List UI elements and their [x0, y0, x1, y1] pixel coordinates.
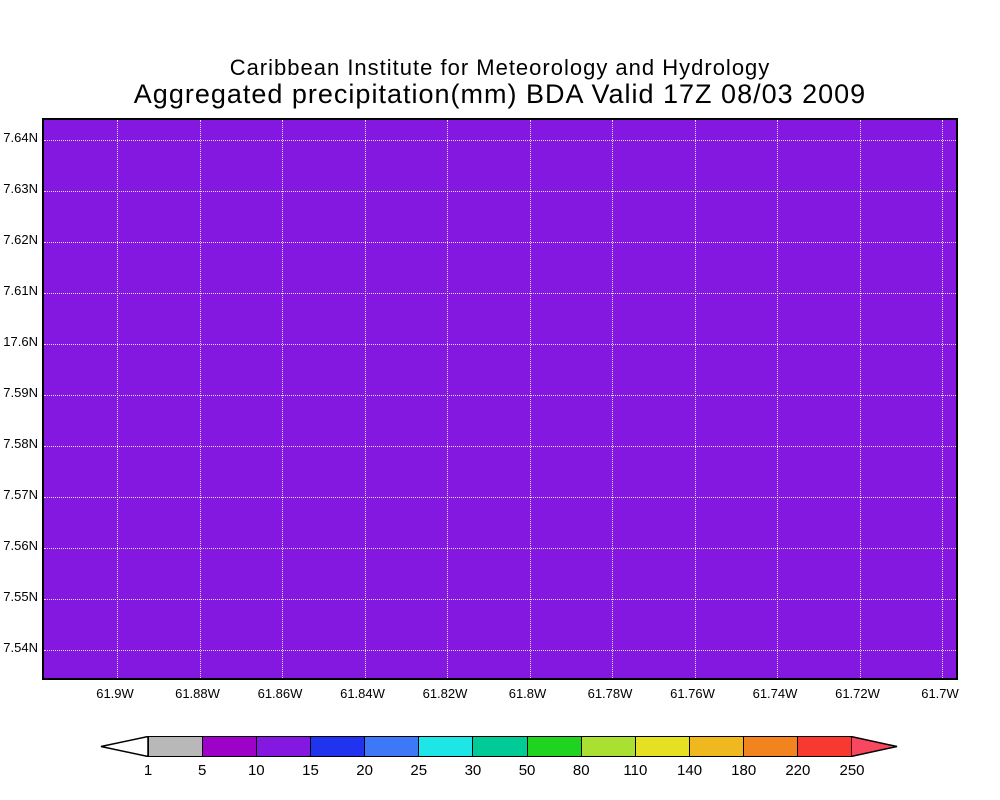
y-tick-label: 7.58N: [3, 436, 38, 451]
x-tick-label: 61.88W: [175, 686, 220, 701]
colorbar-label: 220: [785, 762, 811, 779]
grid-line-vertical: [364, 120, 366, 678]
grid-line-horizontal: [44, 497, 956, 498]
colorbar-label: 80: [572, 762, 590, 779]
colorbar-label: 50: [518, 762, 536, 779]
y-tick-label: 7.59N: [3, 385, 38, 400]
grid-line-vertical: [447, 120, 448, 678]
colorbar-segment: [742, 736, 798, 757]
map-plot-area: [42, 118, 958, 680]
grid-line-vertical: [859, 120, 861, 678]
x-tick-label: 61.7W: [921, 686, 959, 701]
grid-line-vertical: [942, 120, 943, 678]
colorbar-label: 30: [464, 762, 482, 779]
colorbar-segment: [202, 736, 258, 757]
colorbar-label: 180: [731, 762, 757, 779]
colorbar-segment: [580, 736, 636, 757]
colorbar-label: 140: [677, 762, 703, 779]
colorbar-segment: [634, 736, 690, 757]
x-tick-label: 61.78W: [587, 686, 633, 701]
x-tick-label: 61.74W: [752, 686, 798, 701]
colorbar-left-arrow-shape: [100, 736, 149, 757]
x-tick-label: 61.8W: [508, 686, 547, 701]
colorbar-label: 25: [410, 762, 428, 779]
colorbar: [148, 736, 853, 757]
colorbar-label: 1: [143, 762, 153, 779]
grid-line-horizontal: [44, 191, 956, 192]
grid-line-vertical: [199, 120, 201, 678]
y-tick-label: 7.56N: [3, 538, 38, 553]
colorbar-segment: [364, 736, 420, 757]
grid-line-vertical: [777, 120, 778, 678]
grid-line-horizontal: [44, 548, 956, 549]
grid-line-horizontal: [44, 344, 956, 345]
y-tick-label: 17.6N: [3, 334, 38, 349]
y-tick-label: 7.64N: [3, 130, 38, 145]
grid-line-horizontal: [44, 140, 956, 141]
grid-line-horizontal: [44, 395, 956, 396]
colorbar-segment: [310, 736, 366, 757]
grid-line-vertical: [694, 120, 696, 678]
colorbar-label: 10: [247, 762, 265, 779]
colorbar-segment: [796, 736, 853, 757]
y-tick-label: 7.55N: [3, 589, 38, 604]
grid-line-horizontal: [44, 599, 956, 600]
grid-line-horizontal: [44, 446, 956, 447]
y-tick-label: 7.57N: [3, 487, 38, 502]
colorbar-right-arrow: [851, 736, 898, 757]
x-tick-label: 61.72W: [835, 686, 880, 701]
colorbar-label: 5: [197, 762, 207, 779]
figure-title: Aggregated precipitation(mm) BDA Valid 1…: [133, 79, 867, 109]
grid-line-vertical: [529, 120, 531, 678]
y-tick-label: 7.63N: [3, 181, 38, 196]
colorbar-segment: [526, 736, 582, 757]
grid-line-vertical: [612, 120, 613, 678]
colorbar-left-arrow: [100, 736, 149, 757]
y-tick-label: 7.61N: [3, 283, 38, 298]
y-tick-label: 7.62N: [3, 232, 38, 247]
grid-line-horizontal: [44, 650, 956, 651]
colorbar-label: 20: [356, 762, 373, 779]
colorbar-label: 110: [623, 762, 648, 779]
colorbar-label: 250: [839, 762, 865, 779]
x-tick-label: 61.82W: [422, 686, 468, 701]
colorbar-segment: [148, 736, 204, 757]
y-tick-label: 7.54N: [3, 640, 38, 655]
grid-line-horizontal: [44, 293, 956, 294]
x-tick-label: 61.76W: [670, 686, 715, 701]
grid-line-horizontal: [44, 242, 956, 243]
colorbar-labels: 1 5 10 15 20 25 30 50 80 110 140 180 220 250: [144, 762, 865, 782]
grid-line-vertical: [282, 120, 283, 678]
grid-line-vertical: [117, 120, 118, 678]
x-tick-label: 61.86W: [257, 686, 303, 701]
colorbar-segment: [688, 736, 744, 757]
colorbar-segment: [418, 736, 474, 757]
colorbar-segment: [256, 736, 312, 757]
colorbar-right-arrow-shape: [851, 736, 898, 757]
figure-suptitle: Caribbean Institute for Meteorology and …: [229, 55, 771, 80]
colorbar-segment: [472, 736, 528, 757]
x-tick-label: 61.9W: [96, 686, 134, 701]
x-tick-label: 61.84W: [340, 686, 385, 701]
colorbar-label: 15: [302, 762, 319, 779]
